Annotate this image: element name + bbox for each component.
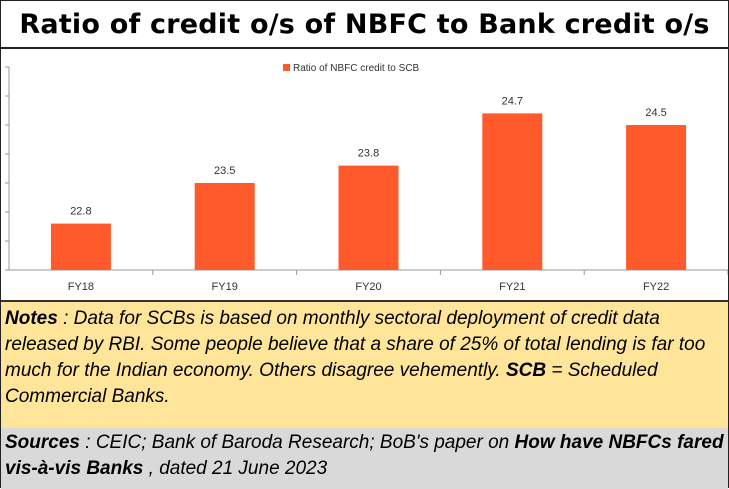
bar-fy20 (338, 165, 399, 270)
sources-box: Sources : CEIC; Bank of Baroda Research;… (1, 428, 728, 489)
sources-date: , dated 21 June 2023 (143, 458, 328, 479)
x-tick-label-fy20: FY20 (355, 281, 381, 293)
bar-fy19 (194, 183, 255, 270)
notes-abbreviation: SCB (505, 360, 547, 381)
data-label-fy19: 23.5 (214, 165, 235, 177)
bar-fy22 (626, 125, 687, 270)
sources-label: Sources (5, 432, 80, 453)
x-tick-label-fy18: FY18 (68, 281, 94, 293)
notes-text: Data for SCBs is based on monthly sector… (5, 308, 706, 381)
data-labels: 22.8 23.5 23.8 24.7 24.5 (70, 95, 667, 217)
notes-abbreviation-definition: = Scheduled Commercial Banks. (5, 360, 658, 407)
x-tick-label-fy22: FY22 (643, 281, 669, 293)
notes-box: Notes : Data for SCBs is based on monthl… (1, 300, 728, 433)
sources-text: : CEIC; Bank of Baroda Research; BoB's p… (79, 432, 515, 453)
y-ticks (5, 66, 9, 271)
data-label-fy20: 23.8 (358, 148, 379, 160)
chart-legend: Ratio of NBFC credit to SCB (283, 63, 419, 74)
x-tick-label-fy19: FY19 (212, 281, 238, 293)
legend-swatch (283, 64, 290, 71)
sources-paper-title: How have NBFCs fared vis-à-vis Banks (5, 432, 724, 479)
notes-separator: : (57, 308, 74, 329)
bar-fy21 (482, 113, 543, 271)
notes-label: Notes (5, 308, 58, 329)
data-label-fy22: 24.5 (645, 107, 666, 119)
data-label-fy21: 24.7 (502, 95, 523, 107)
bar-chart: Ratio of NBFC credit to SCB 22.8 23.5 23.8… (5, 63, 728, 293)
legend-label: Ratio of NBFC credit to SCB (293, 63, 419, 74)
page-title: Ratio of credit o/s of NBFC to Bank cred… (19, 8, 710, 40)
data-label-fy18: 22.8 (70, 206, 91, 218)
x-tick-labels: FY18 FY19 FY20 FY21 FY22 (68, 270, 728, 293)
x-tick-label-fy21: FY21 (499, 281, 525, 293)
title-divider (1, 47, 728, 49)
bar-fy18 (50, 223, 111, 270)
bars (50, 113, 687, 271)
